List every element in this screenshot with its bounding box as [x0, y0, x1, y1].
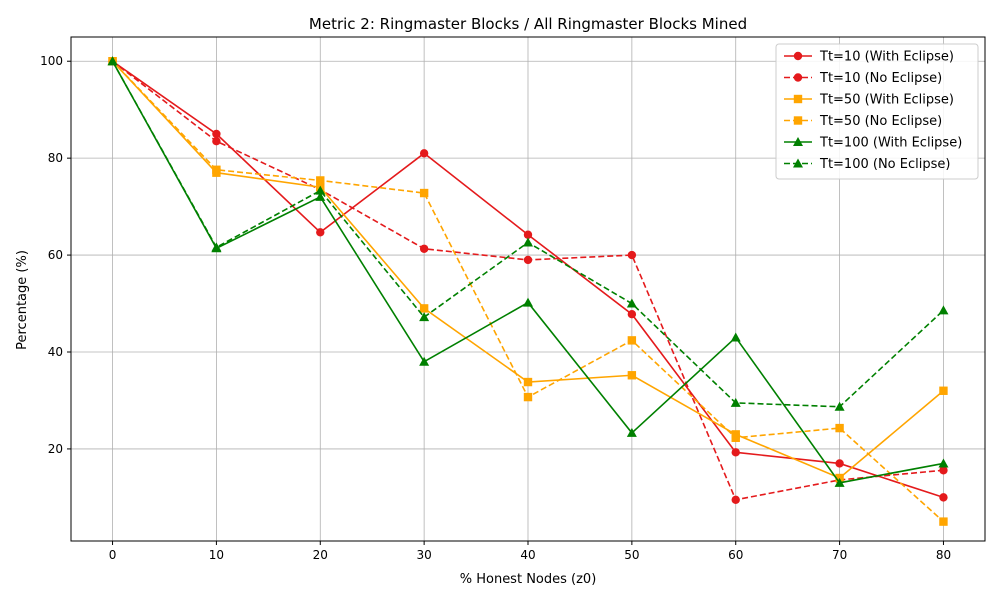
legend-label: Tt=10 (No Eclipse) — [819, 71, 942, 86]
data-point — [523, 297, 533, 307]
x-tick-label: 0 — [109, 548, 117, 562]
data-point — [523, 237, 533, 247]
legend-marker — [793, 73, 803, 82]
data-point — [419, 356, 430, 366]
data-point — [939, 517, 948, 526]
chart-title: Metric 2: Ringmaster Blocks / All Ringma… — [309, 15, 747, 33]
data-point — [730, 332, 741, 342]
data-point — [523, 392, 533, 402]
data-point — [834, 401, 845, 411]
data-point — [315, 185, 326, 195]
data-point — [730, 397, 741, 407]
data-point — [939, 493, 948, 502]
x-tick-label: 30 — [416, 548, 431, 562]
series-3 — [108, 57, 948, 526]
legend-entry: Tt=50 (With Eclipse) — [784, 93, 954, 108]
series-5 — [107, 56, 949, 411]
data-point — [731, 448, 740, 457]
legend-marker — [793, 94, 803, 104]
legend-marker — [793, 137, 803, 146]
axis-ticks: 0 10 20 30 40 50 60 70 80 20 40 60 80 100 — [40, 54, 951, 562]
data-point — [419, 312, 430, 322]
x-tick-label: 60 — [728, 548, 743, 562]
data-point — [731, 433, 740, 442]
x-axis-label: % Honest Nodes (z0) — [460, 572, 597, 587]
data-point — [211, 242, 222, 252]
legend: Tt=10 (With Eclipse) Tt=10 (No Eclipse) Tt… — [775, 43, 979, 180]
legend-label: Tt=50 (No Eclipse) — [819, 114, 942, 129]
data-point — [627, 250, 637, 260]
data-point — [316, 176, 325, 185]
legend-entry: Tt=50 (No Eclipse) — [784, 114, 942, 129]
legend-label: Tt=10 (With Eclipse) — [819, 50, 954, 65]
legend-entry: Tt=100 (No Eclipse) — [784, 157, 950, 172]
data-point — [212, 136, 221, 146]
y-tick-label: 40 — [48, 345, 63, 359]
data-point — [419, 149, 429, 158]
data-point — [315, 191, 326, 201]
data-point — [627, 310, 637, 319]
data-point — [627, 371, 637, 380]
x-tick-label: 40 — [520, 548, 535, 562]
data-point — [835, 423, 844, 433]
x-tick-label: 10 — [209, 548, 224, 562]
legend-label: Tt=100 (With Eclipse) — [819, 136, 962, 151]
legend-marker — [793, 51, 803, 61]
legend-box — [775, 43, 979, 180]
data-point — [626, 298, 637, 308]
series-layer — [107, 56, 949, 526]
data-point — [939, 386, 948, 395]
data-point — [938, 305, 949, 315]
data-point — [419, 304, 429, 313]
legend-marker — [793, 116, 803, 125]
y-tick-label: 20 — [48, 442, 63, 456]
data-point — [107, 56, 118, 66]
legend-label: Tt=100 (No Eclipse) — [819, 157, 950, 172]
legend-entry: Tt=10 (With Eclipse) — [784, 50, 954, 65]
y-tick-label: 80 — [48, 151, 63, 165]
y-tick-label: 100 — [40, 54, 63, 68]
legend-marker — [793, 158, 803, 168]
data-point — [523, 230, 533, 239]
data-point — [419, 244, 429, 253]
data-point — [212, 129, 221, 139]
data-point — [419, 188, 429, 198]
data-point — [212, 165, 221, 174]
series-1 — [108, 57, 948, 505]
data-point — [731, 495, 740, 505]
legend-label: Tt=50 (With Eclipse) — [819, 93, 954, 108]
data-point — [939, 466, 948, 475]
data-point — [316, 228, 325, 237]
y-axis-label: Percentage (%) — [15, 250, 30, 350]
data-point — [523, 377, 533, 387]
data-point — [834, 477, 845, 487]
legend-entry: Tt=10 (No Eclipse) — [784, 71, 942, 86]
data-point — [835, 459, 844, 468]
legend-entry: Tt=100 (With Eclipse) — [784, 136, 962, 151]
x-tick-label: 50 — [624, 548, 639, 562]
data-point — [523, 255, 533, 265]
y-tick-label: 60 — [48, 248, 63, 262]
x-tick-label: 80 — [936, 548, 951, 562]
data-point — [626, 427, 637, 437]
x-tick-label: 70 — [832, 548, 847, 562]
x-tick-label: 20 — [313, 548, 328, 562]
data-point — [938, 458, 949, 468]
data-point — [627, 336, 637, 345]
series-0 — [108, 57, 948, 502]
